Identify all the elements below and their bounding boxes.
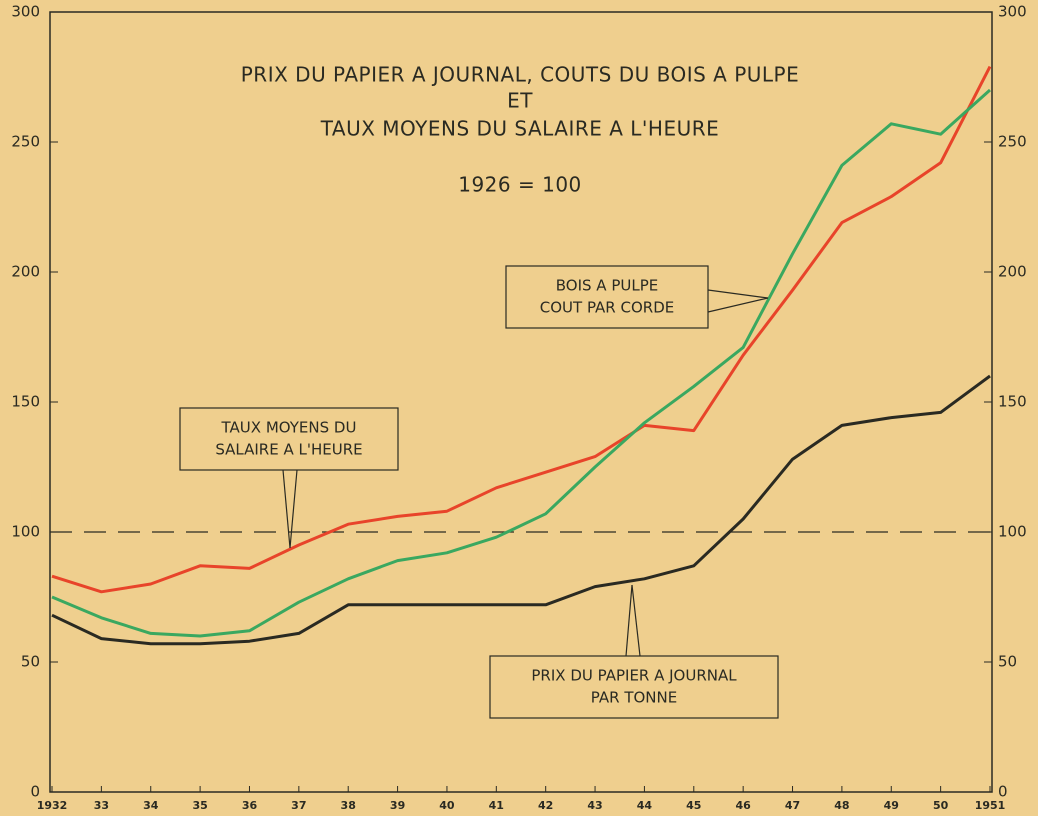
x-tick-label: 45 <box>686 799 701 812</box>
x-tick-label: 37 <box>291 799 306 812</box>
x-tick-label: 43 <box>587 799 602 812</box>
annotation-text: PAR TONNE <box>591 689 677 707</box>
x-tick-label: 35 <box>192 799 207 812</box>
x-tick-label: 50 <box>933 799 949 812</box>
chart-title: TAUX MOYENS DU SALAIRE A L'HEURE <box>320 117 720 141</box>
y2-tick-label: 150 <box>998 393 1027 411</box>
y2-tick-label: 300 <box>998 3 1027 21</box>
series-line <box>51 88 992 638</box>
x-tick-label: 47 <box>785 799 800 812</box>
annotation-leader <box>282 469 291 549</box>
annotation-leader <box>625 584 633 657</box>
y2-tick-label: 200 <box>998 263 1027 281</box>
y-tick-label: 50 <box>21 653 40 671</box>
y-tick-label: 250 <box>11 133 40 151</box>
x-tick-label: 44 <box>637 799 653 812</box>
annotation-leader <box>631 584 641 657</box>
y-tick-label: 300 <box>11 3 40 21</box>
annotation-box <box>179 407 399 471</box>
chart-subtitle: 1926 = 100 <box>458 173 582 197</box>
y-tick-label: 0 <box>30 783 40 801</box>
chart-title: PRIX DU PAPIER A JOURNAL, COUTS DU BOIS … <box>241 63 800 87</box>
annotation-text: TAUX MOYENS DU <box>221 419 357 437</box>
y2-tick-label: 100 <box>998 523 1027 541</box>
annotation-leader <box>289 469 298 549</box>
y2-tick-label: 250 <box>998 133 1027 151</box>
annotation-box <box>505 265 709 329</box>
x-tick-label: 39 <box>390 799 405 812</box>
y-tick-label: 100 <box>11 523 40 541</box>
annotation-text: BOIS A PULPE <box>556 277 658 295</box>
x-tick-label: 40 <box>439 799 455 812</box>
chart-title: ET <box>507 89 533 113</box>
y-tick-label: 150 <box>11 393 40 411</box>
x-tick-label: 33 <box>94 799 109 812</box>
x-tick-label: 38 <box>341 799 356 812</box>
x-tick-label: 46 <box>736 799 752 812</box>
x-tick-label: 42 <box>538 799 553 812</box>
x-tick-label: 48 <box>834 799 849 812</box>
x-tick-label: 1932 <box>37 799 68 812</box>
series-line <box>51 374 991 646</box>
series-line <box>51 65 992 594</box>
x-tick-label: 34 <box>143 799 159 812</box>
x-tick-label: 1951 <box>975 799 1006 812</box>
x-tick-label: 49 <box>884 799 899 812</box>
annotation-box <box>489 655 779 719</box>
annotation-text: SALAIRE A L'HEURE <box>215 441 362 459</box>
annotation-leader <box>707 297 769 313</box>
y-tick-label: 200 <box>11 263 40 281</box>
annotation-leader <box>707 289 769 299</box>
y2-tick-label: 50 <box>998 653 1017 671</box>
x-tick-label: 41 <box>489 799 504 812</box>
x-tick-label: 36 <box>242 799 258 812</box>
annotation-text: COUT PAR CORDE <box>540 299 674 317</box>
annotation-text: PRIX DU PAPIER A JOURNAL <box>531 667 737 685</box>
y2-tick-label: 0 <box>998 783 1008 801</box>
